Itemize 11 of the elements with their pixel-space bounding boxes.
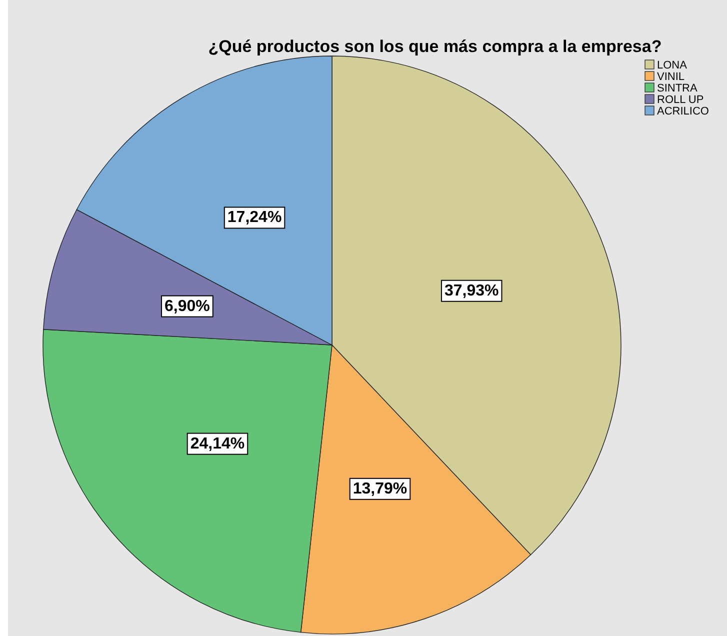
legend-label: ACRILICO bbox=[657, 106, 710, 118]
data-label: 13,79% bbox=[352, 480, 408, 498]
chart-title: ¿Qué productos son los que más compra a la empresa? bbox=[208, 37, 662, 56]
data-label: 6,90% bbox=[164, 298, 210, 315]
legend-label: ROLL UP bbox=[657, 94, 704, 106]
legend-label: VINIL bbox=[657, 71, 685, 83]
legend-label: SINTRA bbox=[657, 82, 698, 94]
data-label: 37,93% bbox=[444, 282, 499, 300]
legend-label: LONA bbox=[657, 60, 688, 72]
data-label: 24,14% bbox=[190, 435, 245, 452]
data-label: 17,24% bbox=[227, 209, 282, 226]
